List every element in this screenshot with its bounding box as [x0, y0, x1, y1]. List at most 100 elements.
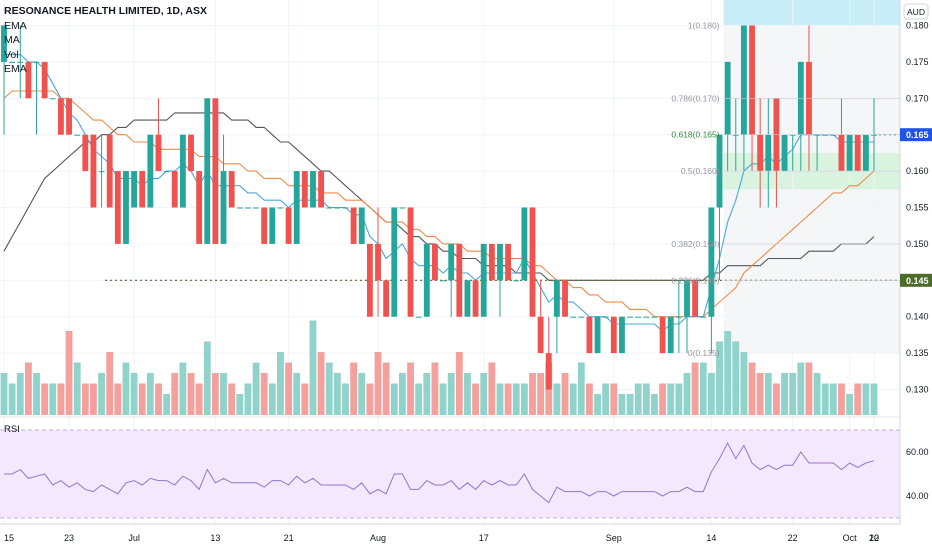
candle-106[interactable]: [862, 134, 869, 172]
candle-47[interactable]: [383, 280, 390, 317]
indicator-ema-fast[interactable]: EMA: [4, 19, 27, 32]
currency-badge[interactable]: [903, 3, 929, 20]
candle-8[interactable]: [66, 98, 72, 135]
candle-30[interactable]: [244, 207, 251, 209]
candle-101[interactable]: [822, 134, 829, 136]
candle-97[interactable]: [789, 134, 796, 172]
candle-9[interactable]: [74, 134, 81, 136]
candle-51[interactable]: [415, 316, 422, 318]
candle-84[interactable]: [684, 280, 690, 354]
candle-1[interactable]: [9, 61, 16, 63]
candle-67[interactable]: [545, 316, 552, 390]
indicator-ma[interactable]: MA: [4, 34, 20, 46]
candle-74[interactable]: [602, 316, 609, 318]
candle-40[interactable]: [326, 207, 333, 209]
candle-93[interactable]: [757, 98, 764, 208]
candle-105[interactable]: [854, 134, 861, 172]
candle-64[interactable]: [521, 207, 528, 281]
candle-88[interactable]: [716, 134, 723, 281]
candle-83[interactable]: [675, 280, 682, 354]
candle-14[interactable]: [114, 171, 121, 244]
candle-100[interactable]: [814, 134, 821, 172]
candle-56[interactable]: [456, 243, 463, 317]
candle-32[interactable]: [261, 207, 268, 244]
candle-77[interactable]: [627, 316, 634, 318]
candle-48[interactable]: [391, 207, 398, 317]
candle-65[interactable]: [529, 207, 536, 317]
candle-5[interactable]: [41, 61, 48, 99]
candle-80[interactable]: [651, 316, 658, 318]
candle-63[interactable]: [513, 280, 520, 282]
candle-57[interactable]: [464, 280, 471, 317]
candle-79[interactable]: [643, 316, 650, 318]
candle-76[interactable]: [619, 316, 625, 354]
candle-3[interactable]: [25, 61, 32, 99]
candle-22[interactable]: [179, 134, 186, 208]
candle-2[interactable]: [17, 25, 24, 99]
candle-94[interactable]: [765, 98, 772, 208]
candle-68[interactable]: [553, 280, 560, 354]
candle-36[interactable]: [293, 171, 300, 244]
candle-50[interactable]: [407, 207, 414, 317]
candle-24[interactable]: [196, 171, 203, 244]
candle-18[interactable]: [147, 134, 154, 208]
candle-17[interactable]: [139, 171, 146, 208]
candle-66[interactable]: [537, 280, 544, 354]
candle-20[interactable]: [163, 171, 170, 173]
candle-19[interactable]: [155, 98, 162, 172]
candle-35[interactable]: [285, 207, 292, 244]
indicator-ema-slow[interactable]: EMA: [4, 63, 27, 75]
candle-26[interactable]: [212, 98, 219, 244]
candle-102[interactable]: [830, 134, 837, 136]
candle-59[interactable]: [480, 243, 487, 317]
candle-71[interactable]: [578, 316, 585, 318]
candle-73[interactable]: [594, 316, 601, 354]
candle-78[interactable]: [635, 316, 642, 318]
candle-45[interactable]: [366, 243, 373, 317]
candle-16[interactable]: [131, 171, 138, 208]
candle-12[interactable]: [98, 134, 105, 208]
candle-27[interactable]: [220, 134, 227, 244]
candle-15[interactable]: [123, 171, 129, 244]
candle-44[interactable]: [358, 207, 365, 244]
candle-75[interactable]: [610, 316, 617, 354]
candle-86[interactable]: [700, 316, 707, 318]
candle-85[interactable]: [692, 280, 699, 317]
candle-4[interactable]: [33, 61, 40, 135]
candle-58[interactable]: [472, 280, 479, 317]
candle-81[interactable]: [659, 316, 666, 354]
candle-11[interactable]: [90, 134, 97, 208]
candle-46[interactable]: [375, 207, 381, 317]
candle-31[interactable]: [253, 207, 259, 209]
candle-38[interactable]: [310, 171, 316, 208]
indicator-vol[interactable]: Vol: [4, 48, 19, 61]
candle-25[interactable]: [204, 98, 211, 244]
candle-10[interactable]: [82, 134, 89, 172]
candle-82[interactable]: [667, 316, 674, 354]
candle-34[interactable]: [277, 207, 284, 209]
candle-70[interactable]: [570, 316, 577, 318]
candle-96[interactable]: [781, 134, 788, 172]
candle-104[interactable]: [846, 134, 853, 172]
candle-39[interactable]: [318, 171, 325, 208]
candle-21[interactable]: [171, 171, 178, 208]
candle-42[interactable]: [342, 207, 349, 209]
candle-55[interactable]: [448, 243, 455, 317]
candle-52[interactable]: [423, 243, 430, 317]
candle-6[interactable]: [49, 98, 56, 100]
candle-37[interactable]: [301, 171, 308, 208]
candle-29[interactable]: [236, 207, 243, 209]
candle-41[interactable]: [334, 207, 341, 209]
candle-62[interactable]: [505, 243, 512, 281]
candle-7[interactable]: [57, 98, 64, 135]
candle-43[interactable]: [350, 207, 357, 244]
candle-0[interactable]: [1, 25, 7, 135]
candle-13[interactable]: [106, 134, 113, 208]
candle-60[interactable]: [488, 243, 495, 281]
candle-23[interactable]: [188, 134, 194, 172]
candle-72[interactable]: [586, 316, 593, 354]
candle-53[interactable]: [432, 243, 438, 281]
candle-49[interactable]: [399, 207, 406, 209]
